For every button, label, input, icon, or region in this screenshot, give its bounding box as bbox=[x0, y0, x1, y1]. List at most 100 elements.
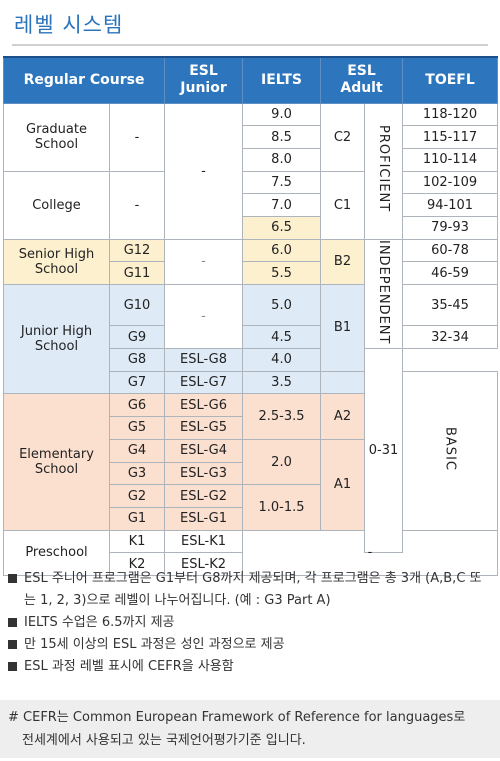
esl-junior-cell: - bbox=[164, 283, 244, 350]
table-row: Elementary School G6 ESL-G6 2.5-3.5 A2 bbox=[3, 393, 498, 531]
title-divider bbox=[12, 44, 488, 46]
ielts-cell: 6.5 bbox=[242, 215, 322, 240]
esl-junior-cell: ESL-K2 bbox=[164, 552, 244, 576]
group-senior-high-school: Senior High School bbox=[3, 238, 110, 286]
cefr-cell: A1 bbox=[320, 438, 366, 531]
esl-junior-cell: ESL-G7 bbox=[164, 370, 244, 395]
esl-junior-cell: ESL-G6 bbox=[164, 393, 244, 418]
group-college: College bbox=[3, 170, 110, 240]
table-row: G4 ESL-G4 2.0 A1 bbox=[4, 438, 498, 531]
esl-junior-cell: ESL-G5 bbox=[164, 416, 244, 440]
group-label-line2: School bbox=[34, 462, 79, 478]
toefl-cell: 115-117 bbox=[402, 125, 499, 149]
ielts-cell: 4.0 bbox=[242, 348, 322, 372]
band-cell: PROFICIENT bbox=[364, 102, 404, 240]
toefl-cell: 0-31 bbox=[364, 348, 404, 554]
grade-cell: G3 bbox=[108, 461, 166, 486]
table-row: G8 ESL-G8 4.0 0-31 bbox=[4, 348, 498, 554]
ielts-cell: 8.5 bbox=[242, 125, 322, 149]
ielts-cell: 5.0 bbox=[242, 283, 322, 327]
ielts-cell: 7.5 bbox=[242, 170, 322, 195]
toefl-cell: 110-114 bbox=[402, 147, 499, 172]
cefr-cell-empty bbox=[320, 370, 366, 395]
toefl-cell: 32-34 bbox=[402, 325, 499, 350]
group-label-line2: School bbox=[34, 339, 79, 355]
ielts-cell: 7.0 bbox=[242, 193, 322, 217]
square-bullet-icon bbox=[8, 574, 17, 583]
notes-list: ESL 주니어 프로그램은 G1부터 G8까지 제공되며, 각 프로그램은 총 … bbox=[8, 568, 492, 678]
esl-junior-cell: ESL-K1 bbox=[164, 529, 244, 554]
header-esl-adult-line2: Adult bbox=[340, 80, 383, 97]
table-row: K2 ESL-K2 bbox=[4, 552, 498, 576]
table-row: College - 7.5 C1 102-109 bbox=[3, 170, 499, 240]
header-esl-junior: ESL Junior bbox=[164, 56, 244, 104]
esl-junior-cell: - bbox=[164, 102, 244, 240]
header-esl-junior-line1: ESL bbox=[189, 63, 218, 80]
group-label-line1: Graduate bbox=[26, 122, 87, 138]
grade-cell: G2 bbox=[108, 484, 166, 508]
table-row: Graduate School - - 9.0 C2 PROFICIENT 118… bbox=[3, 102, 499, 240]
esl-junior-cell: ESL-G4 bbox=[164, 438, 244, 463]
toefl-cell: 118-120 bbox=[402, 102, 499, 127]
group-elementary-school: Elementary School bbox=[3, 393, 110, 531]
band-label: BASIC bbox=[442, 426, 458, 471]
esl-junior-cell: - bbox=[164, 238, 244, 286]
grade-cell: G11 bbox=[108, 261, 166, 285]
note-item: IELTS 수업은 6.5까지 제공 bbox=[8, 612, 492, 634]
esl-junior-cell: ESL-G1 bbox=[164, 506, 244, 531]
ielts-cell: 5.5 bbox=[242, 261, 322, 285]
toefl-cell: 102-109 bbox=[402, 170, 499, 195]
cefr-cell: C1 bbox=[320, 170, 366, 240]
cefr-cell: B2 bbox=[320, 238, 366, 286]
table-row: Senior High School G12 - 6.0 B2 INDEPENDE… bbox=[3, 238, 499, 350]
level-table: Regular Course ESL Junior IELTS ESL Adult … bbox=[2, 56, 499, 576]
esl-junior-cell: ESL-G8 bbox=[164, 348, 244, 372]
table-row: Junior High School G10 - 5.0 B1 35-45 bbox=[3, 283, 499, 395]
grade-cell: - bbox=[108, 102, 166, 172]
header-regular-course: Regular Course bbox=[2, 56, 166, 104]
toefl-cell: 35-45 bbox=[402, 283, 499, 327]
grade-cell: K1 bbox=[108, 529, 166, 554]
square-bullet-icon bbox=[8, 662, 17, 671]
ielts-cell: 6.0 bbox=[242, 238, 322, 263]
cefr-cell: A2 bbox=[320, 393, 366, 440]
square-bullet-icon bbox=[8, 618, 17, 627]
preschool-na-cell: - bbox=[242, 529, 499, 576]
header-esl-junior-line2: Junior bbox=[180, 80, 227, 97]
table-row: 7.0 94-101 bbox=[4, 193, 499, 217]
table-row: G11 5.5 46-59 bbox=[4, 261, 499, 285]
ielts-cell: 3.5 bbox=[242, 370, 322, 395]
table-row: G5 ESL-G5 bbox=[4, 416, 498, 440]
header-ielts: IELTS bbox=[242, 56, 322, 104]
note-text: 만 15세 이상의 ESL 과정은 성인 과정으로 제공 bbox=[24, 637, 285, 652]
group-label-line1: Senior High bbox=[18, 246, 95, 262]
table-row: G9 4.5 32-34 bbox=[4, 325, 499, 350]
note-item: ESL 주니어 프로그램은 G1부터 G8까지 제공되며, 각 프로그램은 총 … bbox=[8, 568, 492, 612]
group-label-line1: Elementary bbox=[19, 447, 94, 463]
group-preschool: Preschool bbox=[3, 529, 110, 576]
header-row: Regular Course ESL Junior IELTS ESL Adult … bbox=[2, 56, 499, 104]
group-label-line2: School bbox=[34, 261, 79, 277]
note-item: ESL 과정 레벨 표시에 CEFR을 사용함 bbox=[8, 656, 492, 678]
page-title: 레벨 시스템 bbox=[14, 13, 124, 37]
header-esl-adult-line1: ESL bbox=[347, 63, 376, 80]
note-text: ESL 과정 레벨 표시에 CEFR을 사용함 bbox=[24, 659, 234, 674]
grade-cell: G9 bbox=[108, 325, 166, 350]
grade-cell: G12 bbox=[108, 238, 166, 263]
grade-cell: - bbox=[108, 170, 166, 240]
grade-cell: G7 bbox=[108, 370, 166, 395]
cefr-cell: C2 bbox=[320, 102, 366, 172]
group-junior-high-school: Junior High School bbox=[3, 283, 110, 395]
grade-cell: G4 bbox=[108, 438, 166, 463]
grade-cell: G8 bbox=[108, 348, 166, 372]
esl-junior-cell: ESL-G2 bbox=[164, 484, 244, 508]
note-text: ESL 주니어 프로그램은 G1부터 G8까지 제공되며, 각 프로그램은 총 … bbox=[24, 571, 482, 608]
footnote-line1: # CEFR는 Common European Framework of Ref… bbox=[8, 710, 466, 725]
esl-junior-cell: ESL-G3 bbox=[164, 461, 244, 486]
table-row: G3 ESL-G3 bbox=[4, 461, 498, 486]
group-graduate-school: Graduate School bbox=[3, 102, 110, 172]
band-cell: INDEPENDENT bbox=[364, 238, 404, 350]
cefr-footnote: # CEFR는 Common European Framework of Ref… bbox=[0, 700, 500, 758]
band-label: INDEPENDENT bbox=[376, 239, 392, 345]
cefr-cell: B1 bbox=[320, 284, 366, 372]
